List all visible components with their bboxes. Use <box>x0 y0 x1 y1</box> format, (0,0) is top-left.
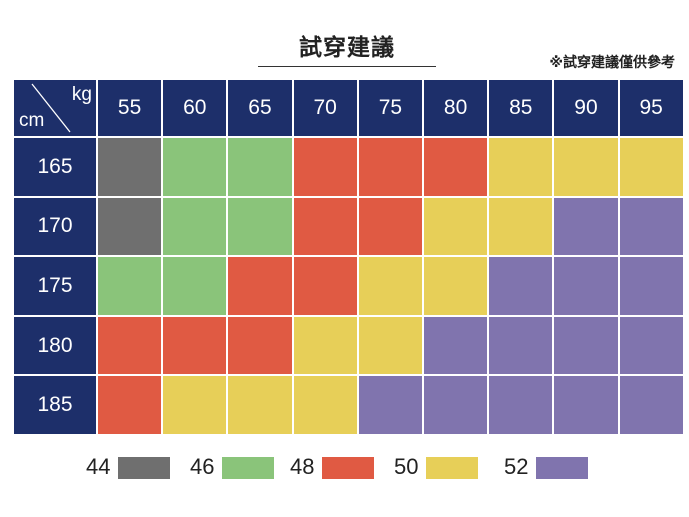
chart-title: 試穿建議 <box>299 35 395 61</box>
size-cell-185-70 <box>293 376 357 434</box>
weight-header-70: 70 <box>293 80 357 136</box>
height-header-170: 170 <box>14 197 96 256</box>
legend-swatch-50 <box>426 457 478 479</box>
size-cell-185-55 <box>98 376 162 434</box>
size-cell-180-70 <box>293 316 357 375</box>
size-cell-180-85 <box>489 316 553 375</box>
size-cell-175-90 <box>554 257 618 315</box>
size-cell-185-85 <box>489 376 553 434</box>
weight-header-65: 65 <box>228 80 292 136</box>
size-cell-165-80 <box>424 138 488 196</box>
size-cell-170-95 <box>619 197 683 256</box>
size-cell-170-55 <box>98 197 162 256</box>
size-cell-170-90 <box>554 197 618 256</box>
size-cell-180-65 <box>228 316 292 375</box>
size-cell-175-55 <box>98 257 162 315</box>
weight-header-60: 60 <box>163 80 227 136</box>
size-cell-175-65 <box>228 257 292 315</box>
legend-swatch-48 <box>322 457 374 479</box>
legend-swatch-46 <box>222 457 274 479</box>
weight-header-55: 55 <box>98 80 162 136</box>
disclaimer-note: ※試穿建議僅供參考 <box>549 55 675 71</box>
legend-label-50: 50 <box>394 454 419 479</box>
size-cell-185-75 <box>358 376 422 434</box>
size-cell-175-70 <box>293 257 357 315</box>
legend-swatch-52 <box>536 457 588 479</box>
size-cell-185-80 <box>424 376 488 434</box>
size-cell-180-60 <box>163 316 227 375</box>
weight-unit-label: kg <box>71 84 92 105</box>
size-cell-165-75 <box>358 138 422 196</box>
height-unit-label: cm <box>19 110 45 131</box>
size-cell-185-95 <box>619 376 683 434</box>
legend-swatch-44 <box>118 457 170 479</box>
size-cell-170-80 <box>424 197 488 256</box>
legend-label-48: 48 <box>290 454 315 479</box>
size-cell-165-90 <box>554 138 618 196</box>
size-cell-180-55 <box>98 316 162 375</box>
height-header-175: 175 <box>14 257 96 315</box>
size-cell-185-90 <box>554 376 618 434</box>
legend-label-46: 46 <box>190 454 215 479</box>
size-cell-165-55 <box>98 138 162 196</box>
weight-header-80: 80 <box>424 80 488 136</box>
size-cell-165-95 <box>619 138 683 196</box>
size-cell-170-60 <box>163 197 227 256</box>
weight-header-90: 90 <box>554 80 618 136</box>
height-header-180: 180 <box>14 316 96 375</box>
height-header-165: 165 <box>14 138 96 196</box>
legend-label-52: 52 <box>504 454 529 479</box>
size-cell-180-75 <box>358 316 422 375</box>
size-grid: kg cm 55 60 65 70 75 80 85 90 95 165 170 175 180 185 <box>14 80 683 434</box>
size-cell-180-95 <box>619 316 683 375</box>
size-cell-165-70 <box>293 138 357 196</box>
size-cell-170-85 <box>489 197 553 256</box>
weight-header-95: 95 <box>619 80 683 136</box>
size-cell-170-75 <box>358 197 422 256</box>
weight-header-85: 85 <box>489 80 553 136</box>
size-cell-175-60 <box>163 257 227 315</box>
legend: 44 46 48 50 52 <box>0 452 689 482</box>
size-cell-180-80 <box>424 316 488 375</box>
size-cell-175-75 <box>358 257 422 315</box>
size-cell-170-65 <box>228 197 292 256</box>
size-cell-180-90 <box>554 316 618 375</box>
legend-label-44: 44 <box>86 454 111 479</box>
weight-header-75: 75 <box>358 80 422 136</box>
size-cell-185-60 <box>163 376 227 434</box>
size-cell-175-85 <box>489 257 553 315</box>
size-cell-165-65 <box>228 138 292 196</box>
height-header-185: 185 <box>14 376 96 434</box>
size-cell-175-80 <box>424 257 488 315</box>
size-cell-170-70 <box>293 197 357 256</box>
size-cell-175-95 <box>619 257 683 315</box>
corner-header: kg cm <box>14 80 96 136</box>
size-cell-165-60 <box>163 138 227 196</box>
size-cell-185-65 <box>228 376 292 434</box>
title-underline <box>258 66 436 67</box>
size-cell-165-85 <box>489 138 553 196</box>
corner-diagonal-line <box>31 83 71 133</box>
